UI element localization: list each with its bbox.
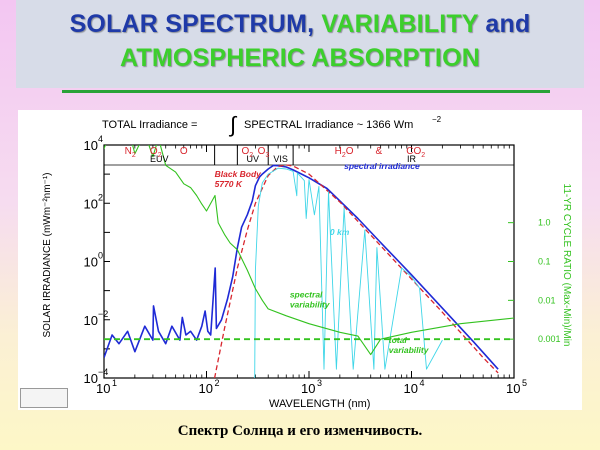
chart-text-layer: 10 1 10 2 10 3 10 4 10 510 410 210 010 −210 −41.00.10.… bbox=[42, 134, 572, 410]
y-tick-exponent: −2 bbox=[98, 309, 108, 319]
region-label-vis: VIS bbox=[273, 154, 288, 164]
x-tick-label: 10 bbox=[301, 381, 315, 396]
solar-spectrum-chart: TOTAL Irradiance = ∫ SPECTRAL Irradiance… bbox=[42, 112, 572, 410]
slide-title-line-2: ATMOSPHERIC ABSORPTION bbox=[120, 44, 480, 72]
series-layer bbox=[104, 145, 514, 378]
x-tick-exponent: 2 bbox=[215, 378, 220, 388]
absorber-label: H2O bbox=[335, 146, 354, 159]
absorber-label: CO2 bbox=[406, 146, 425, 159]
absorber-label: O2 bbox=[241, 146, 253, 159]
y-tick-exponent: 0 bbox=[98, 251, 103, 261]
title-part-and: and bbox=[478, 10, 531, 38]
x-axis-title: WAVELENGTH (nm) bbox=[269, 398, 370, 410]
y-tick-label: 10 bbox=[84, 313, 98, 328]
annotation-black-body: Black Body bbox=[215, 169, 263, 179]
spectral-irradiance-line bbox=[104, 164, 499, 370]
zero-km-line bbox=[254, 167, 443, 378]
y2-tick-label: 0.01 bbox=[538, 295, 556, 305]
region-label-euv: EUV bbox=[150, 154, 169, 164]
y-tick-label: 10 bbox=[84, 138, 98, 153]
annotation-spectral-irradiance: spectral irradiance bbox=[344, 161, 420, 171]
x-tick-label: 10 bbox=[506, 381, 520, 396]
title-underline bbox=[62, 90, 550, 93]
x-tick-exponent: 5 bbox=[522, 378, 527, 388]
y2-axis-title: 11-YR CYCLE RATIO (Max-Min)/Min bbox=[561, 184, 572, 347]
annotation-total-variability: total bbox=[389, 335, 408, 345]
y2-tick-label: 0.1 bbox=[538, 257, 551, 267]
y-tick-label: 10 bbox=[84, 255, 98, 270]
y-tick-exponent: −4 bbox=[98, 367, 108, 377]
figure-corner-icon bbox=[20, 388, 68, 408]
y2-tick-label: 1.0 bbox=[538, 218, 551, 228]
slide-caption: Спектр Солнца и его изменчивость. bbox=[177, 423, 423, 439]
header-integral-sign: ∫ bbox=[228, 112, 238, 137]
x-tick-label: 10 bbox=[404, 381, 418, 396]
header-exponent: −2 bbox=[432, 115, 442, 124]
annotation-spectral-variability: variability bbox=[290, 299, 331, 309]
y2-tick-label: 0.001 bbox=[538, 334, 561, 344]
chart-header: TOTAL Irradiance = ∫ SPECTRAL Irradiance… bbox=[102, 112, 442, 137]
region-layer bbox=[104, 145, 514, 166]
x-tick-label: 10 bbox=[199, 381, 213, 396]
absorber-label: O2 bbox=[150, 146, 162, 159]
slide-title-line-1: SOLAR SPECTRUM, VARIABILITY and bbox=[16, 10, 584, 39]
y-tick-label: 10 bbox=[84, 196, 98, 211]
annotation-zero-km: 0 km bbox=[330, 227, 350, 237]
absorber-label: N2 bbox=[125, 146, 136, 159]
x-tick-label: 10 bbox=[96, 381, 110, 396]
absorber-label: O3 bbox=[258, 146, 270, 159]
title-part-variability: VARIABILITY bbox=[321, 10, 479, 38]
title-panel: SOLAR SPECTRUM, VARIABILITY and ATMOSPHE… bbox=[16, 0, 584, 88]
region-label-ir: IR bbox=[407, 154, 417, 164]
annotation-spectral-variability: spectral bbox=[290, 289, 323, 299]
absorber-label: O bbox=[180, 146, 188, 157]
y-tick-exponent: 4 bbox=[98, 134, 103, 144]
y-axis-title: SOLAR IRRADIANCE (mWm⁻²nm⁻¹) bbox=[42, 173, 53, 338]
title-part-1: SOLAR SPECTRUM, bbox=[69, 10, 322, 38]
absorber-label: & bbox=[375, 146, 382, 157]
header-right-text: SPECTRAL Irradiance ~ 1366 Wm bbox=[244, 119, 413, 131]
annotation-black-body: 5770 K bbox=[215, 179, 243, 189]
y-tick-exponent: 2 bbox=[98, 192, 103, 202]
spectral-variability-line bbox=[104, 145, 514, 356]
annotation-total-variability: variability bbox=[389, 345, 430, 355]
black-body-line bbox=[213, 164, 499, 378]
x-tick-exponent: 3 bbox=[317, 378, 322, 388]
header-left-text: TOTAL Irradiance = bbox=[102, 119, 197, 131]
y-tick-label: 10 bbox=[84, 371, 98, 386]
x-tick-exponent: 4 bbox=[420, 378, 425, 388]
figure-panel: TOTAL Irradiance = ∫ SPECTRAL Irradiance… bbox=[18, 110, 582, 410]
x-tick-exponent: 1 bbox=[112, 378, 117, 388]
region-label-uv: UV bbox=[247, 154, 260, 164]
